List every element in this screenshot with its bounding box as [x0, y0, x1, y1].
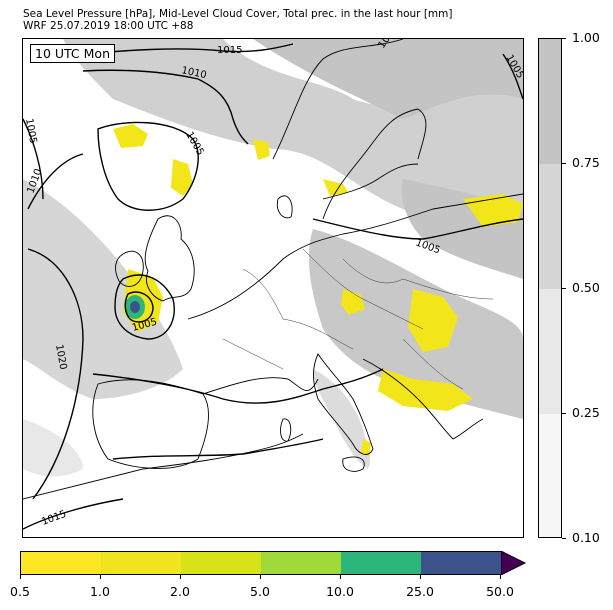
cloud-tick	[562, 288, 566, 289]
precip-tick	[260, 575, 261, 579]
precip-tick	[500, 575, 501, 579]
cloud-bar-segment	[539, 289, 561, 414]
coast-baltic	[322, 163, 419, 200]
precip-patch	[341, 289, 365, 315]
precip-tick-label: 5.0	[250, 584, 270, 599]
border-layer	[222, 248, 494, 390]
precip-tick	[340, 575, 341, 579]
isobar-1005-loop	[97, 121, 199, 211]
valid-time-label: 10 UTC Mon	[30, 44, 115, 63]
precip-heavy	[125, 295, 145, 319]
precip-tick-label: 10.0	[326, 584, 354, 599]
coast-iberia	[92, 379, 209, 469]
coast-france-south	[202, 377, 319, 395]
isobar-label: 1015	[217, 45, 242, 56]
coast-italy	[313, 353, 374, 455]
isobar-layer	[23, 43, 523, 530]
isobar-1000-low	[124, 291, 154, 323]
cloud-area-italy	[313, 369, 371, 469]
precip-bar-segment	[261, 552, 341, 574]
cloud-area-atlantic	[23, 179, 183, 399]
isobar-label: 1010	[180, 65, 207, 81]
precip-patch	[378, 369, 473, 411]
isobar-1010	[82, 69, 249, 145]
precip-bar-segment	[21, 552, 101, 574]
precip-patch	[463, 194, 523, 227]
isobar-label: 1005	[23, 118, 38, 145]
coast-north-africa	[23, 433, 304, 500]
isobar-1010-west	[27, 153, 84, 210]
precip-tick	[180, 575, 181, 579]
precip-tick-label: 1.0	[90, 584, 110, 599]
cloud-bar-segment	[539, 164, 561, 289]
isobar-1015-med	[112, 438, 324, 460]
isobar-1020	[27, 248, 84, 500]
coast-sardinia	[280, 418, 292, 442]
isobar-1005-low	[114, 274, 175, 340]
coast-balkans	[362, 358, 484, 440]
isobar-label: 1020	[376, 39, 400, 51]
cloud-area-scandinavia	[253, 39, 523, 119]
coast-ireland	[115, 250, 144, 287]
cloud-bar-segment	[539, 414, 561, 537]
cloud-tick-label: 0.50	[572, 280, 600, 295]
chart-subtitle: WRF 25.07.2019 18:00 UTC +88	[23, 20, 194, 32]
cloud-tick	[562, 413, 566, 414]
precip-tick	[20, 575, 21, 579]
cloud-tick-label: 1.00	[572, 30, 600, 45]
weather-map: 1015 1010 1005 1005 1020 1005 1010 1005 …	[23, 39, 523, 530]
cloud-cover-colorbar	[538, 38, 562, 538]
cloud-bar-segment	[539, 39, 561, 164]
coast-sicily	[342, 456, 365, 472]
precip-bar-segment	[181, 552, 261, 574]
precip-tick-label: 0.5	[10, 584, 30, 599]
precip-patch	[408, 289, 458, 352]
chart-title: Sea Level Pressure [hPa], Mid-Level Clou…	[23, 8, 453, 20]
isobar-label: 1005	[183, 130, 205, 158]
precip-bar-segment	[101, 552, 181, 574]
precip-tick	[420, 575, 421, 579]
precip-bar-segment	[421, 552, 501, 574]
precip-tick-label: 50.0	[486, 584, 514, 599]
precip-tick-label: 25.0	[406, 584, 434, 599]
precip-patch	[253, 139, 270, 160]
cloud-area-southwest	[23, 419, 83, 477]
isobar-1010-med	[92, 368, 384, 404]
isobar-1005-west	[23, 118, 44, 200]
coast-continent	[187, 193, 523, 320]
precip-extend-arrow	[501, 551, 527, 575]
cloud-tick	[562, 538, 566, 539]
isobar-label: 1020	[53, 344, 68, 371]
isobar-1015-south	[23, 498, 124, 530]
isobar-label: 1015	[40, 509, 68, 528]
precip-colorbar	[20, 551, 502, 575]
coast-britain	[144, 215, 195, 302]
map-panel: 1015 1010 1005 1005 1020 1005 1010 1005 …	[22, 38, 524, 538]
cloud-tick-label: 0.75	[572, 155, 600, 170]
precip-patch	[361, 439, 371, 457]
coast-scandinavia	[272, 39, 427, 220]
precip-tick-label: 2.0	[170, 584, 190, 599]
isobar-1005-east	[312, 218, 523, 240]
precip-patch	[113, 124, 148, 148]
cloud-tick-label: 0.10	[572, 530, 600, 545]
precip-tick	[100, 575, 101, 579]
coast-denmark	[276, 195, 293, 219]
precip-patch	[323, 179, 348, 196]
cloud-tick	[562, 163, 566, 164]
coastline-layer	[23, 39, 523, 500]
precip-bar-segment	[341, 552, 421, 574]
precip-patch	[171, 159, 193, 196]
cloud-tick	[562, 38, 566, 39]
isobar-1005-ne	[502, 53, 523, 100]
cloud-tick-label: 0.25	[572, 405, 600, 420]
